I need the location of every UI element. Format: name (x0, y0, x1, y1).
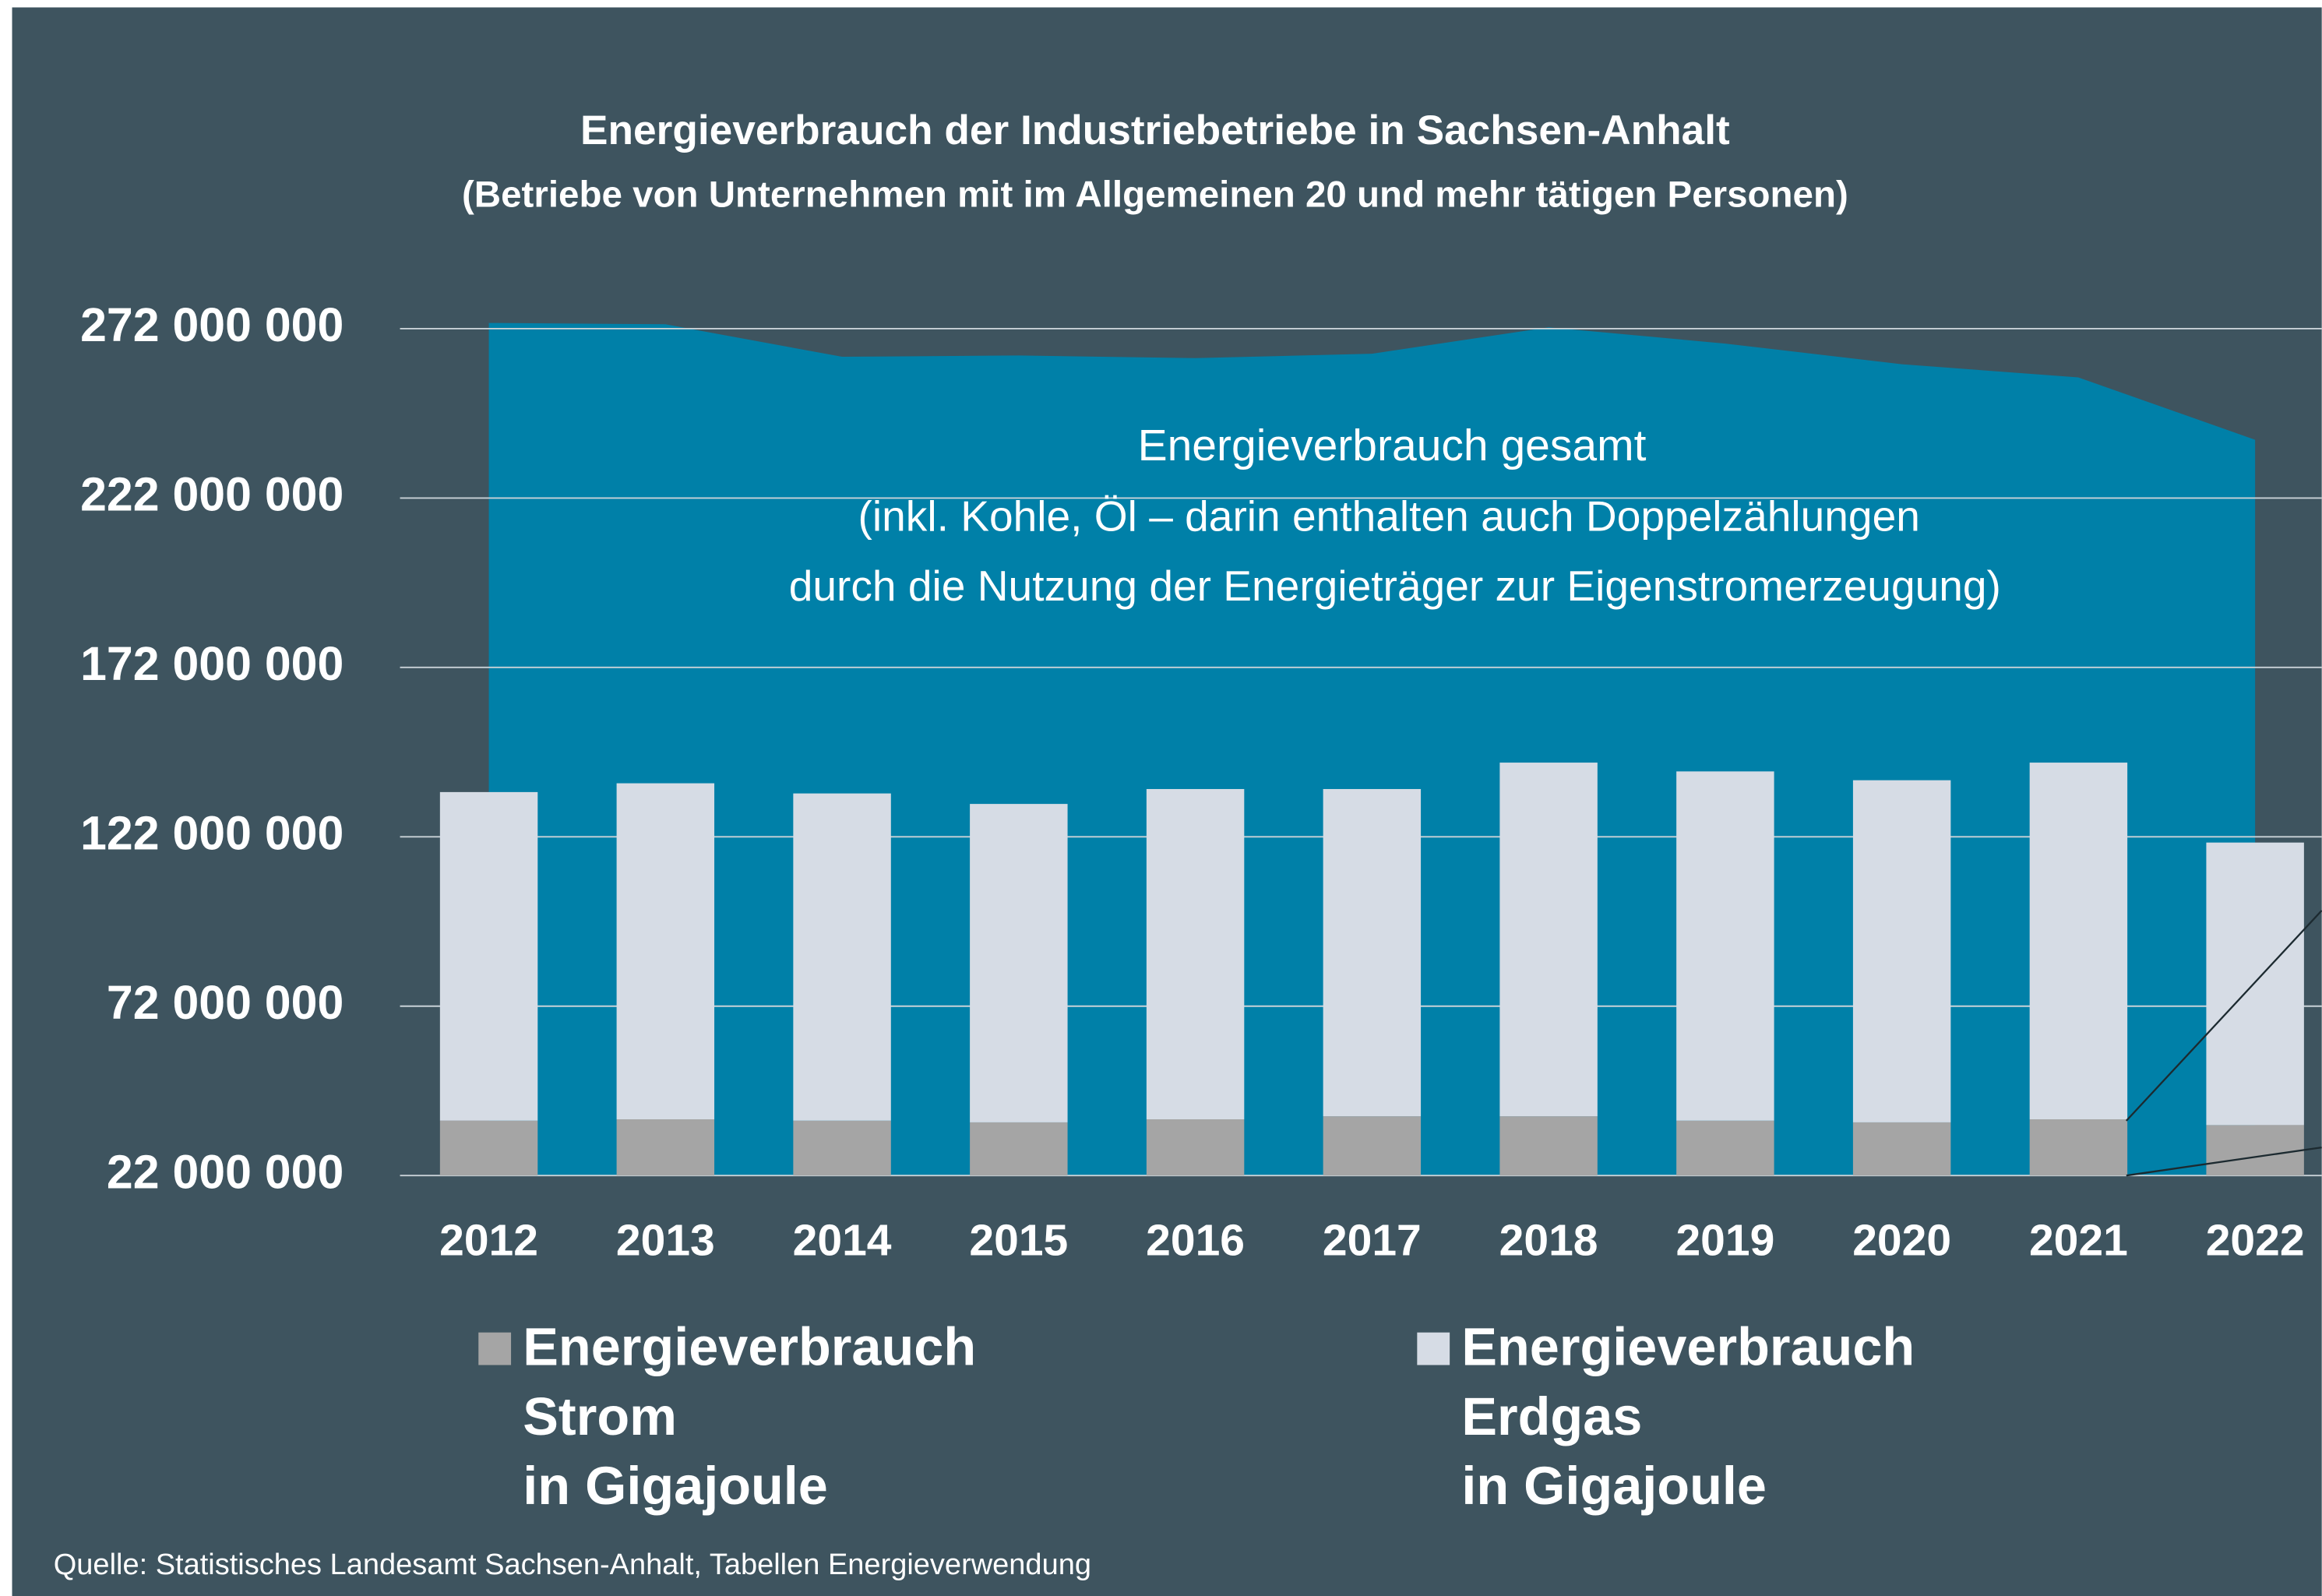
chart-title: Energieverbrauch der Industriebetriebe i… (580, 107, 1730, 153)
bar (1499, 1116, 1598, 1176)
leader-line (2126, 1146, 2322, 1177)
legend-entry: Energieverbrauch Strom in Gigajoule (523, 1316, 977, 1517)
chart-subtitle: (Betriebe von Unternehmen mit im Allgeme… (462, 174, 1848, 215)
bar (439, 1120, 538, 1176)
bar (1146, 1119, 1245, 1176)
bar (439, 791, 538, 1121)
y-tick-label: 222 000 000 (80, 467, 344, 520)
bar (2206, 1125, 2304, 1176)
bar (1676, 1120, 1774, 1176)
y-tick-label: 22 000 000 (107, 1145, 344, 1198)
legend-label: Energieverbrauch Strom in Gigajoule (523, 1316, 977, 1517)
bar (2029, 1119, 2128, 1176)
plot: 22 000 000 72 000 000 122 000 000 172 000 0… (80, 298, 2322, 1266)
x-tick-label: 2017 (1323, 1216, 1422, 1266)
y-tick-label: 72 000 000 (107, 976, 344, 1029)
bar (2206, 842, 2304, 1126)
bar (2029, 763, 2128, 1119)
x-tick-label: 2014 (793, 1216, 892, 1266)
bar (793, 1120, 891, 1176)
y-tick-label: 272 000 000 (80, 298, 344, 351)
y-tick-label: 172 000 000 (80, 637, 344, 690)
bar (793, 793, 891, 1121)
x-tick-label: 2016 (1146, 1216, 1245, 1266)
bar (1676, 771, 1774, 1121)
bar (1499, 763, 1598, 1117)
area (488, 322, 2256, 1176)
x-tick-label: 2012 (439, 1216, 538, 1266)
y-tick-label: 122 000 000 (80, 806, 344, 859)
x-tick-label: 2018 (1499, 1216, 1598, 1266)
legend-entry: Energieverbrauch Erdgas in Gigajoule (1461, 1316, 1915, 1517)
annotation: durch die Nutzung der Energieträger zur … (789, 562, 2001, 610)
leader-line (2125, 910, 2322, 1122)
bar (1323, 788, 1422, 1117)
x-tick-label: 2019 (1675, 1216, 1774, 1266)
x-tick-label: 2013 (616, 1216, 715, 1266)
bar (1852, 780, 1951, 1122)
bar (616, 783, 715, 1119)
x-tick-label: 2020 (1852, 1216, 1951, 1266)
bar (970, 1122, 1068, 1176)
area-label: Energieverbrauch gesamt (1138, 421, 1647, 470)
x-tick-label: 2021 (2029, 1216, 2128, 1266)
source: Quelle: Statistisches Landesamt Sachsen-… (54, 1548, 1091, 1581)
bar (616, 1119, 715, 1176)
legend-swatch (478, 1332, 512, 1365)
bar (970, 804, 1068, 1122)
annotation: (inkl. Kohle, Öl – darin enthalten auch … (858, 492, 1920, 541)
bar (1146, 788, 1245, 1119)
legend-label: Energieverbrauch Erdgas in Gigajoule (1461, 1316, 1915, 1517)
x-tick-label: 2015 (969, 1216, 1068, 1266)
bar (1852, 1122, 1951, 1176)
bar (1323, 1116, 1422, 1176)
legend-swatch (1417, 1332, 1450, 1365)
x-tick-label: 2022 (2206, 1216, 2305, 1266)
